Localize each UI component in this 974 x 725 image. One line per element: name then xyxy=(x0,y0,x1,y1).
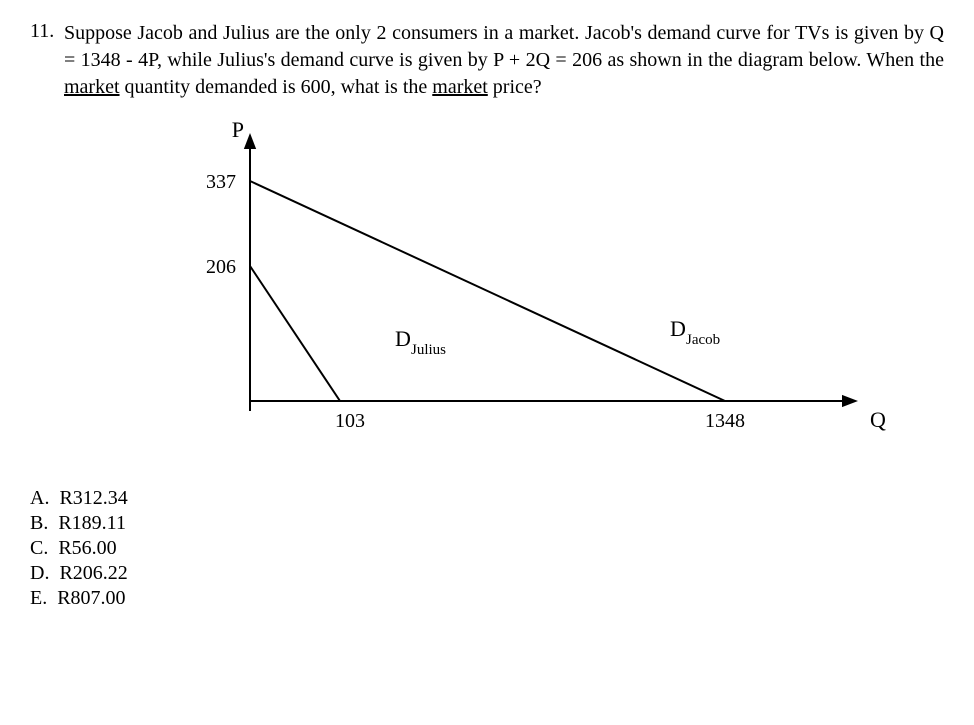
svg-text:Jacob: Jacob xyxy=(686,332,720,348)
svg-text:1348: 1348 xyxy=(705,410,745,432)
svg-text:P: P xyxy=(232,121,244,142)
option-b: B. R189.11 xyxy=(30,512,944,535)
question-block: 11. Suppose Jacob and Julius are the onl… xyxy=(30,20,944,101)
option-e-text: R807.00 xyxy=(57,587,125,609)
option-a-text: R312.34 xyxy=(59,487,127,509)
option-c-text: R56.00 xyxy=(58,537,116,559)
option-d-text: R206.22 xyxy=(59,562,127,584)
qtext-part1: Suppose Jacob and Julius are the only 2 … xyxy=(64,22,944,71)
option-a: A. R312.34 xyxy=(30,487,944,510)
chart-svg: PQ3372061031348DJuliusDJacob xyxy=(170,121,890,451)
qtext-part3: price? xyxy=(488,76,542,98)
svg-text:Q: Q xyxy=(870,407,886,432)
option-c: C. R56.00 xyxy=(30,537,944,560)
svg-text:337: 337 xyxy=(206,171,236,193)
svg-text:103: 103 xyxy=(335,410,365,432)
question-text: Suppose Jacob and Julius are the only 2 … xyxy=(64,20,944,101)
answer-options: A. R312.34 B. R189.11 C. R56.00 D. R206.… xyxy=(30,487,944,610)
option-b-text: R189.11 xyxy=(58,512,126,534)
qtext-u2: market xyxy=(432,76,488,98)
option-d: D. R206.22 xyxy=(30,562,944,585)
demand-chart: PQ3372061031348DJuliusDJacob xyxy=(170,121,944,457)
svg-text:D: D xyxy=(395,326,411,351)
question-number: 11. xyxy=(30,20,64,101)
svg-text:D: D xyxy=(670,316,686,341)
option-e: E. R807.00 xyxy=(30,587,944,610)
qtext-part2: quantity demanded is 600, what is the xyxy=(120,76,433,98)
svg-text:206: 206 xyxy=(206,256,236,278)
qtext-u1: market xyxy=(64,76,120,98)
svg-text:Julius: Julius xyxy=(411,342,446,358)
